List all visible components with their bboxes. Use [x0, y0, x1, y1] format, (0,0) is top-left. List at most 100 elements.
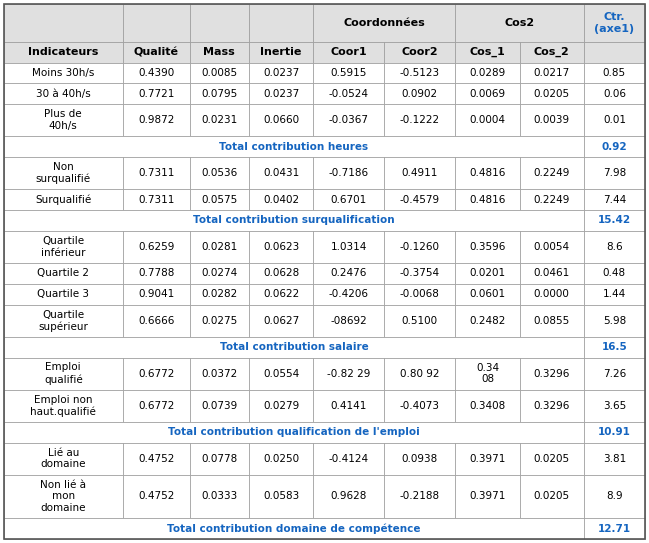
Bar	[583, 4, 645, 42]
Bar	[384, 390, 456, 422]
Text: 0.0274: 0.0274	[201, 268, 238, 279]
Bar	[4, 4, 123, 42]
Bar	[583, 357, 645, 390]
Bar	[4, 337, 583, 357]
Text: 0.0205: 0.0205	[533, 89, 570, 99]
Bar	[190, 305, 249, 337]
Bar	[520, 284, 583, 305]
Text: Cos_1: Cos_1	[470, 47, 506, 58]
Bar	[583, 475, 645, 518]
Bar	[520, 390, 583, 422]
Text: 0.0231: 0.0231	[201, 115, 238, 125]
Text: -0.5123: -0.5123	[400, 68, 440, 78]
Bar	[583, 518, 645, 539]
Bar	[456, 305, 520, 337]
Text: 0.34
08: 0.34 08	[476, 363, 499, 384]
Text: 0.0938: 0.0938	[402, 453, 438, 464]
Bar	[123, 284, 190, 305]
Text: -0.7186: -0.7186	[328, 168, 369, 178]
Text: 0.0217: 0.0217	[533, 68, 570, 78]
Text: Total contribution heures: Total contribution heures	[219, 142, 369, 151]
Text: 7.98: 7.98	[603, 168, 626, 178]
Text: Qualité: Qualité	[134, 47, 178, 57]
Text: 0.0275: 0.0275	[201, 315, 238, 326]
Bar	[4, 42, 123, 62]
Text: 7.44: 7.44	[603, 194, 626, 205]
Text: 0.0054: 0.0054	[533, 242, 570, 252]
Text: 0.0333: 0.0333	[201, 491, 238, 502]
Bar	[4, 62, 123, 84]
Text: 0.6701: 0.6701	[330, 194, 367, 205]
Text: 0.0250: 0.0250	[263, 453, 299, 464]
Text: 0.6772: 0.6772	[138, 369, 175, 378]
Text: 10.91: 10.91	[598, 427, 631, 437]
Text: 0.0575: 0.0575	[201, 194, 238, 205]
Text: 3.81: 3.81	[603, 453, 626, 464]
Text: 0.0205: 0.0205	[533, 453, 570, 464]
Bar	[456, 62, 520, 84]
Text: 0.4911: 0.4911	[402, 168, 438, 178]
Text: 1.0314: 1.0314	[330, 242, 367, 252]
Bar	[249, 84, 313, 104]
Bar	[520, 263, 583, 284]
Bar	[249, 263, 313, 284]
Text: 0.0279: 0.0279	[263, 401, 299, 411]
Text: 0.4141: 0.4141	[330, 401, 367, 411]
Text: 0.0536: 0.0536	[201, 168, 238, 178]
Bar	[313, 157, 384, 190]
Bar	[123, 84, 190, 104]
Bar	[384, 263, 456, 284]
Text: Total contribution surqualification: Total contribution surqualification	[193, 216, 395, 225]
Bar	[123, 390, 190, 422]
Bar	[456, 357, 520, 390]
Text: 0.0000: 0.0000	[533, 289, 570, 299]
Text: Plus de
40h/s: Plus de 40h/s	[44, 110, 82, 131]
Text: 0.85: 0.85	[603, 68, 626, 78]
Bar	[313, 263, 384, 284]
Bar	[249, 443, 313, 475]
Bar	[456, 84, 520, 104]
Text: 0.2476: 0.2476	[330, 268, 367, 279]
Text: 0.0069: 0.0069	[469, 89, 506, 99]
Text: 16.5: 16.5	[602, 342, 627, 352]
Bar	[4, 104, 123, 136]
Text: 0.0201: 0.0201	[469, 268, 506, 279]
Bar	[190, 84, 249, 104]
Bar	[249, 284, 313, 305]
Bar	[520, 42, 583, 62]
Text: 0.0623: 0.0623	[263, 242, 299, 252]
Text: 0.0622: 0.0622	[263, 289, 299, 299]
Text: Non lié à
mon
domaine: Non lié à mon domaine	[40, 480, 86, 513]
Text: 0.7311: 0.7311	[138, 194, 175, 205]
Bar	[520, 84, 583, 104]
Text: 0.0237: 0.0237	[263, 89, 299, 99]
Text: Quartile 2: Quartile 2	[37, 268, 90, 279]
Text: 7.26: 7.26	[603, 369, 626, 378]
Bar	[190, 4, 249, 42]
Bar	[456, 4, 583, 42]
Bar	[313, 390, 384, 422]
Bar	[190, 42, 249, 62]
Bar	[123, 263, 190, 284]
Bar	[520, 190, 583, 210]
Text: 12.71: 12.71	[598, 523, 631, 534]
Bar	[313, 104, 384, 136]
Bar	[190, 443, 249, 475]
Text: 0.3971: 0.3971	[469, 453, 506, 464]
Text: Cos_2: Cos_2	[533, 47, 570, 58]
Bar	[190, 390, 249, 422]
Text: 0.0431: 0.0431	[263, 168, 299, 178]
Bar	[583, 210, 645, 231]
Bar	[583, 337, 645, 357]
Text: 0.0372: 0.0372	[201, 369, 238, 378]
Text: Ctr.
(axe1): Ctr. (axe1)	[594, 12, 635, 34]
Bar	[190, 475, 249, 518]
Bar	[520, 305, 583, 337]
Bar	[384, 104, 456, 136]
Bar	[313, 443, 384, 475]
Text: 0.01: 0.01	[603, 115, 626, 125]
Text: 0.0627: 0.0627	[263, 315, 299, 326]
Text: 8.9: 8.9	[606, 491, 622, 502]
Bar	[190, 357, 249, 390]
Bar	[4, 357, 123, 390]
